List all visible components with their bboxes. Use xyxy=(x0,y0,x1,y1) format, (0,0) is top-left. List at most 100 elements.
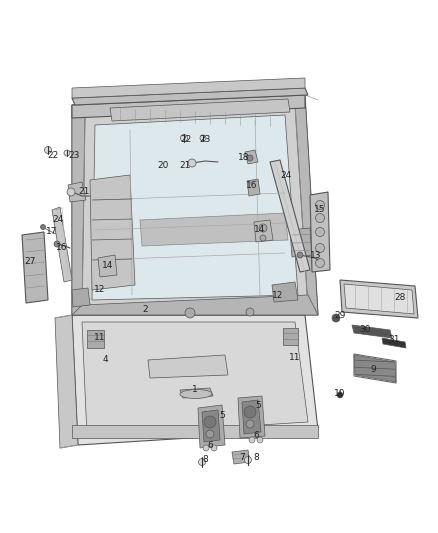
Text: 5: 5 xyxy=(255,400,261,409)
Polygon shape xyxy=(295,95,318,315)
Text: 6: 6 xyxy=(207,440,213,449)
Text: 8: 8 xyxy=(202,456,208,464)
Text: 4: 4 xyxy=(102,356,108,365)
Polygon shape xyxy=(72,95,318,315)
Polygon shape xyxy=(290,228,312,257)
Circle shape xyxy=(332,314,340,322)
Circle shape xyxy=(297,252,303,258)
Circle shape xyxy=(206,430,214,438)
Polygon shape xyxy=(180,388,213,398)
Polygon shape xyxy=(68,182,86,202)
Polygon shape xyxy=(247,179,260,196)
Text: 6: 6 xyxy=(253,431,259,440)
Text: 22: 22 xyxy=(47,150,59,159)
Polygon shape xyxy=(245,150,258,164)
Circle shape xyxy=(259,224,267,232)
Circle shape xyxy=(315,200,325,209)
Text: 23: 23 xyxy=(199,135,211,144)
Text: 2: 2 xyxy=(142,305,148,314)
Polygon shape xyxy=(22,232,48,303)
Polygon shape xyxy=(55,315,78,448)
Polygon shape xyxy=(72,315,318,445)
Text: 24: 24 xyxy=(53,215,64,224)
Text: 24: 24 xyxy=(280,171,292,180)
Polygon shape xyxy=(354,355,396,382)
Polygon shape xyxy=(283,328,298,345)
Polygon shape xyxy=(272,282,298,302)
Text: 20: 20 xyxy=(157,160,169,169)
Text: 27: 27 xyxy=(25,257,35,266)
Circle shape xyxy=(257,437,263,443)
Polygon shape xyxy=(72,95,305,118)
Polygon shape xyxy=(72,425,318,438)
Text: 11: 11 xyxy=(289,353,301,362)
Circle shape xyxy=(45,147,52,154)
Text: 22: 22 xyxy=(180,135,192,144)
Circle shape xyxy=(247,155,253,161)
Polygon shape xyxy=(87,330,104,348)
Text: 16: 16 xyxy=(246,181,258,190)
Text: 13: 13 xyxy=(310,251,322,260)
Polygon shape xyxy=(140,213,288,246)
Text: 18: 18 xyxy=(238,154,250,163)
Polygon shape xyxy=(72,88,308,105)
Text: 1: 1 xyxy=(192,385,198,394)
Text: 15: 15 xyxy=(314,206,326,214)
Circle shape xyxy=(246,420,254,428)
Circle shape xyxy=(249,437,255,443)
Circle shape xyxy=(198,458,205,465)
Polygon shape xyxy=(92,115,298,300)
Polygon shape xyxy=(110,99,290,121)
Circle shape xyxy=(203,445,209,451)
Text: 21: 21 xyxy=(179,160,191,169)
Polygon shape xyxy=(344,284,414,314)
Circle shape xyxy=(185,308,195,318)
Polygon shape xyxy=(202,410,220,442)
Circle shape xyxy=(188,159,196,167)
Circle shape xyxy=(315,214,325,222)
Text: 31: 31 xyxy=(388,335,400,344)
Text: 30: 30 xyxy=(359,326,371,335)
Polygon shape xyxy=(254,220,273,242)
Circle shape xyxy=(337,392,343,398)
Circle shape xyxy=(200,135,206,141)
Polygon shape xyxy=(232,450,250,464)
Circle shape xyxy=(260,235,266,241)
Polygon shape xyxy=(198,405,225,448)
Polygon shape xyxy=(82,322,308,436)
Circle shape xyxy=(211,445,217,451)
Polygon shape xyxy=(148,355,228,378)
Text: 7: 7 xyxy=(239,454,245,463)
Text: 5: 5 xyxy=(219,410,225,419)
Circle shape xyxy=(54,241,60,247)
Circle shape xyxy=(315,228,325,237)
Text: 11: 11 xyxy=(94,334,106,343)
Text: 21: 21 xyxy=(78,188,90,197)
Polygon shape xyxy=(352,325,392,338)
Text: 12: 12 xyxy=(272,290,284,300)
Polygon shape xyxy=(72,105,85,315)
Polygon shape xyxy=(270,160,310,272)
Circle shape xyxy=(246,308,254,316)
Text: 14: 14 xyxy=(254,225,266,235)
Text: 16: 16 xyxy=(56,244,68,253)
Polygon shape xyxy=(310,192,330,272)
Circle shape xyxy=(180,134,187,141)
Text: 23: 23 xyxy=(68,150,80,159)
Text: 29: 29 xyxy=(334,311,346,320)
Text: 12: 12 xyxy=(94,286,106,295)
Circle shape xyxy=(315,244,325,253)
Text: 8: 8 xyxy=(253,454,259,463)
Text: 28: 28 xyxy=(394,294,406,303)
Ellipse shape xyxy=(180,390,212,399)
Text: 14: 14 xyxy=(102,261,114,270)
Circle shape xyxy=(204,416,216,428)
Polygon shape xyxy=(90,175,135,290)
Text: 10: 10 xyxy=(334,390,346,399)
Polygon shape xyxy=(238,396,265,438)
Circle shape xyxy=(244,406,256,418)
Text: 17: 17 xyxy=(46,228,58,237)
Circle shape xyxy=(244,456,251,464)
Polygon shape xyxy=(72,288,90,307)
Polygon shape xyxy=(72,295,318,315)
